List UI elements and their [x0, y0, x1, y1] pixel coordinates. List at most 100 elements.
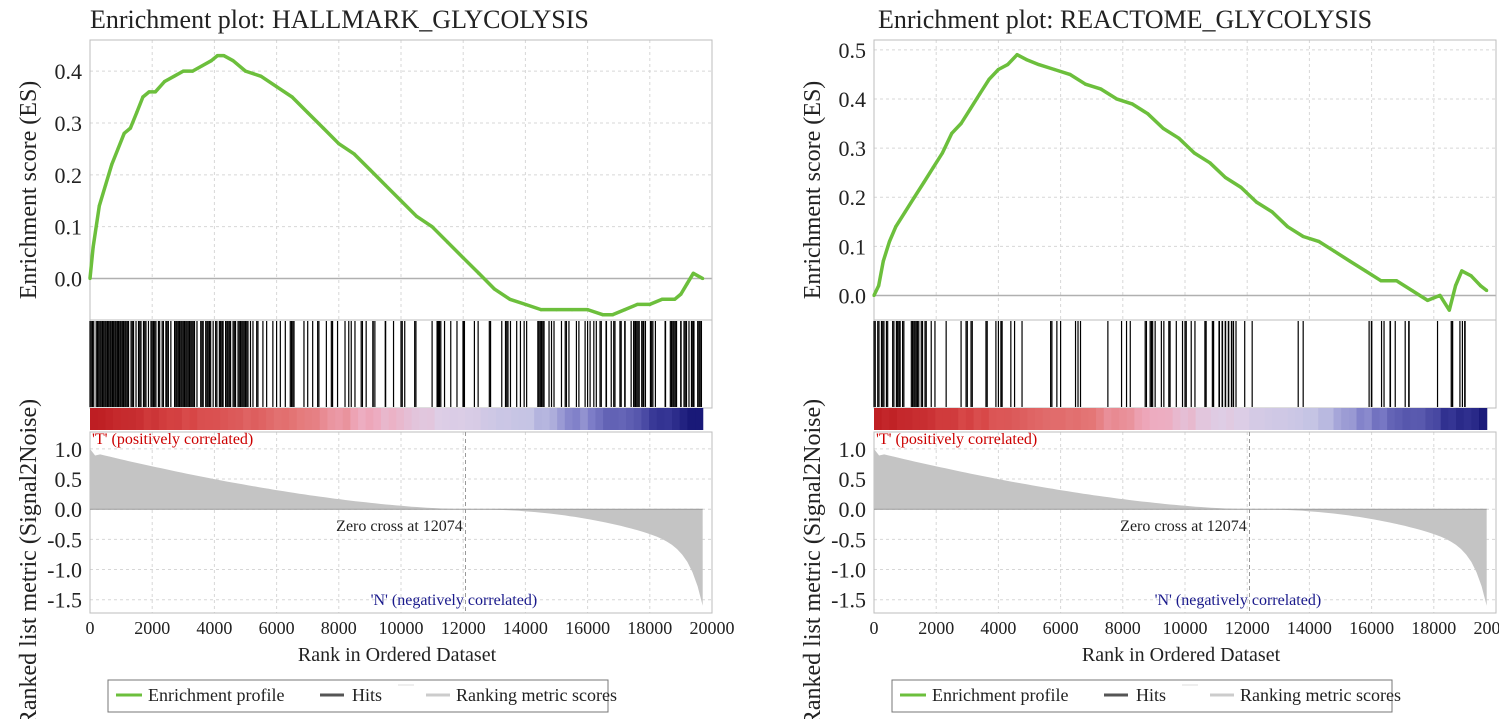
es-profile-point	[1239, 185, 1243, 189]
es-profile-point	[1052, 67, 1056, 72]
es-profile-point	[1208, 161, 1212, 165]
color-bar-segment	[988, 408, 998, 430]
es-profile-point	[1363, 269, 1367, 273]
color-bar-segment	[442, 408, 451, 430]
color-bar-segment	[927, 408, 936, 430]
x-tick-label: 14000	[1287, 618, 1332, 638]
color-bar-segment	[273, 408, 283, 430]
enrichment-chart-hallmark: Enrichment plot: HALLMARK_GLYCOLYSIS 0.0 0…	[16, 5, 735, 719]
chart-title: Enrichment plot: HALLMARK_GLYCOLYSIS	[90, 5, 589, 34]
es-profile-point	[141, 95, 145, 99]
es-profile-point	[1006, 62, 1010, 67]
color-bar-segment	[204, 408, 214, 430]
es-profile-point	[1024, 58, 1028, 62]
es-profile-point	[430, 225, 434, 229]
legend-box	[891, 679, 1393, 713]
color-bar-segment	[1295, 408, 1304, 430]
es-profile-point	[1099, 87, 1103, 91]
color-bar-segment	[495, 408, 505, 430]
x-tick-label: 20000	[690, 618, 735, 638]
color-bar-segment	[973, 408, 982, 430]
color-bar-segment	[419, 408, 428, 430]
color-bar-segment	[1479, 408, 1488, 430]
color-bar-segment	[120, 408, 129, 430]
es-profile-point	[1485, 288, 1489, 293]
legend-metric-label: Ranking metric scores	[1240, 685, 1401, 705]
color-bar-segment	[1165, 408, 1174, 430]
color-bar-segment	[1157, 408, 1166, 430]
color-bar-segment	[541, 408, 551, 430]
es-profile-point	[1161, 126, 1165, 131]
metric-panel-frame	[873, 431, 1497, 614]
x-tick-label: 10000	[1163, 618, 1208, 638]
es-profile-point	[912, 195, 917, 199]
es-tick-label: 0.2	[839, 185, 867, 210]
color-bar-segment	[1364, 408, 1373, 430]
metric-tick-label: 1.0	[55, 437, 83, 462]
es-profile-point	[128, 126, 133, 130]
es-profile-point	[368, 168, 372, 172]
color-bar-segment	[595, 408, 604, 430]
color-bar-segment	[1126, 408, 1135, 430]
es-profile-point	[1270, 210, 1274, 214]
es-profile-point	[691, 271, 695, 275]
x-tick-label: 18000	[1411, 618, 1456, 638]
es-profile-point	[97, 204, 101, 208]
es-profile-point	[968, 107, 973, 111]
color-bar-segment	[97, 408, 106, 430]
color-bar-segment	[472, 408, 482, 430]
es-profile-point	[477, 271, 481, 275]
color-bar-segment	[1318, 408, 1327, 430]
color-bar-segment	[503, 408, 512, 430]
color-bar-segment	[128, 408, 137, 430]
metric-axis-title: Ranked list metric (Signal2Noise)	[800, 399, 826, 719]
color-bar-segment	[151, 408, 160, 430]
color-bar-segment	[1379, 408, 1388, 430]
color-bar-segment	[1057, 408, 1067, 430]
es-profile-point	[275, 85, 279, 89]
color-bar-segment	[687, 408, 696, 430]
color-bar-segment	[1111, 408, 1120, 430]
color-bar-segment	[1149, 408, 1158, 430]
es-profile-point	[701, 276, 705, 281]
es-profile-point	[110, 162, 114, 167]
color-bar-segment	[426, 408, 436, 430]
es-profile-point	[1394, 279, 1399, 283]
es-profile-point	[1447, 308, 1451, 312]
x-tick-label: 12000	[1225, 618, 1270, 638]
es-profile-point	[147, 90, 151, 94]
es-tick-label: 0.4	[839, 87, 867, 112]
es-profile-point	[1453, 284, 1458, 288]
color-bar-segment	[1180, 408, 1189, 430]
es-profile-point	[1469, 274, 1473, 278]
color-bar-segment	[1088, 408, 1097, 430]
es-profile-point	[881, 259, 885, 263]
color-bar-segment	[335, 408, 344, 430]
x-axis-title: Rank in Ordered Dataset	[298, 644, 497, 666]
color-bar-segment	[358, 408, 367, 430]
es-profile-point	[940, 151, 945, 155]
x-tick-label: 0	[870, 618, 879, 638]
color-bar-segment	[1425, 408, 1434, 430]
positive-label: 'T' (positively correlated)	[92, 431, 253, 448]
es-profile-point	[116, 147, 120, 151]
color-bar-segment	[1042, 408, 1051, 430]
metric-panel-frame	[89, 431, 713, 614]
es-profile-point	[894, 225, 898, 229]
metric-tick-label: 0.5	[839, 467, 867, 492]
es-profile-point	[673, 297, 677, 301]
color-bar-segment	[1471, 408, 1480, 430]
es-profile-point	[978, 92, 982, 96]
color-bar-segment	[296, 408, 306, 430]
color-bar-segment	[912, 408, 921, 430]
negative-label: 'N' (negatively correlated)	[1155, 592, 1322, 609]
color-bar-segment	[1448, 408, 1457, 430]
x-tick-label: 18000	[627, 618, 672, 638]
color-bar-segment	[1187, 408, 1197, 430]
es-profile-point	[215, 53, 220, 58]
es-profile-point	[987, 77, 991, 81]
color-bar-segment	[1096, 408, 1105, 430]
color-bar-segment	[1256, 408, 1266, 430]
x-tick-label: 12000	[441, 618, 486, 638]
